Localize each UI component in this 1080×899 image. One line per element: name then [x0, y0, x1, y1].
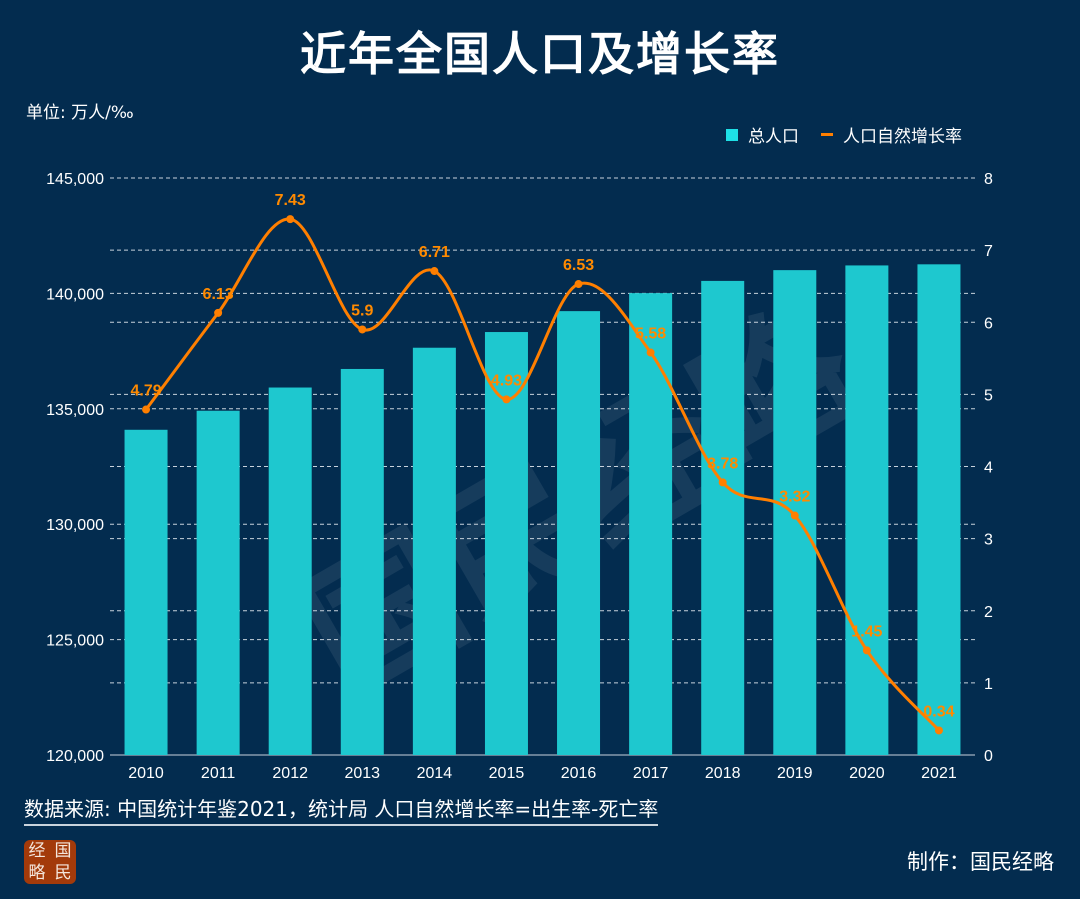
data-label: 5.9 [351, 302, 373, 319]
right-axis-tick: 6 [984, 315, 993, 332]
x-axis-tick: 2014 [417, 765, 453, 782]
right-axis-tick: 8 [984, 171, 993, 188]
data-label: 6.13 [203, 286, 234, 303]
logo-char: 国 [54, 841, 72, 861]
bar [629, 293, 673, 755]
data-label: 3.32 [779, 489, 810, 506]
source-note: 数据来源: 中国统计年鉴2021，统计局 人口自然增长率=出生率-死亡率 [24, 793, 659, 826]
data-label: 5.58 [635, 326, 666, 343]
growth-rate-point [286, 215, 295, 224]
data-label: 4.79 [130, 383, 161, 400]
logo-char: 经 [28, 841, 46, 861]
brand-logo: 经 国 略 民 [24, 840, 76, 884]
left-axis-tick: 135,000 [46, 402, 104, 419]
growth-rate-point [574, 280, 583, 289]
legend-bar-swatch [726, 128, 738, 141]
legend-bar-label: 总人口 [748, 127, 799, 147]
legend-line-swatch [821, 133, 833, 136]
bar [412, 347, 456, 755]
legend-line-label: 人口自然增长率 [843, 127, 962, 147]
data-label: 3.78 [707, 455, 738, 472]
left-axis-tick: 130,000 [46, 517, 104, 534]
bar [701, 280, 745, 755]
logo-char: 民 [54, 863, 72, 883]
right-axis-tick: 1 [984, 676, 993, 693]
legend: 总人口 人口自然增长率 [726, 122, 962, 147]
data-label: 7.43 [275, 192, 306, 209]
data-label: 4.93 [491, 372, 522, 389]
x-axis-tick: 2016 [561, 765, 597, 782]
left-axis-tick: 145,000 [46, 171, 104, 188]
x-axis-tick: 2010 [128, 765, 164, 782]
left-axis-tick: 125,000 [46, 633, 104, 650]
left-axis-tick: 140,000 [46, 286, 104, 303]
growth-rate-point [358, 325, 367, 334]
bar [557, 311, 601, 755]
x-axis-tick: 2020 [849, 765, 885, 782]
data-label: 6.71 [419, 244, 450, 261]
x-axis-tick: 2012 [272, 765, 308, 782]
growth-rate-point [934, 726, 943, 735]
growth-rate-point [862, 646, 871, 655]
bar [124, 429, 168, 755]
growth-rate-point [646, 348, 655, 357]
unit-label: 单位: 万人/‰ [26, 103, 134, 123]
data-label: 1.45 [851, 623, 882, 640]
bar [845, 265, 889, 755]
growth-rate-point [790, 511, 799, 520]
growth-rate-point [718, 478, 727, 487]
logo-char: 略 [28, 863, 46, 883]
data-label: 6.53 [563, 257, 594, 274]
bar [196, 410, 240, 755]
data-label: 0.34 [923, 703, 954, 720]
left-axis-tick: 120,000 [46, 748, 104, 765]
bar [268, 387, 312, 755]
right-axis-tick: 2 [984, 604, 993, 621]
credit: 制作：国民经略 [907, 850, 1054, 874]
x-axis-tick: 2013 [344, 765, 380, 782]
bar [340, 368, 384, 755]
right-axis-tick: 7 [984, 243, 993, 260]
x-axis-tick: 2017 [633, 765, 669, 782]
growth-rate-point [430, 267, 439, 276]
growth-rate-point [502, 395, 511, 404]
x-axis-tick: 2018 [705, 765, 741, 782]
chart-title: 近年全国人口及增长率 [300, 27, 780, 81]
growth-rate-point [214, 308, 223, 317]
right-axis-tick: 4 [984, 460, 993, 477]
x-axis-tick: 2021 [921, 765, 957, 782]
x-axis-tick: 2015 [489, 765, 525, 782]
x-axis-tick: 2019 [777, 765, 813, 782]
bar [917, 264, 961, 755]
right-axis-tick: 3 [984, 532, 993, 549]
growth-rate-point [142, 405, 151, 414]
x-axis-tick: 2011 [201, 765, 236, 782]
right-axis-tick: 5 [984, 387, 993, 404]
right-axis-tick: 0 [984, 748, 993, 765]
